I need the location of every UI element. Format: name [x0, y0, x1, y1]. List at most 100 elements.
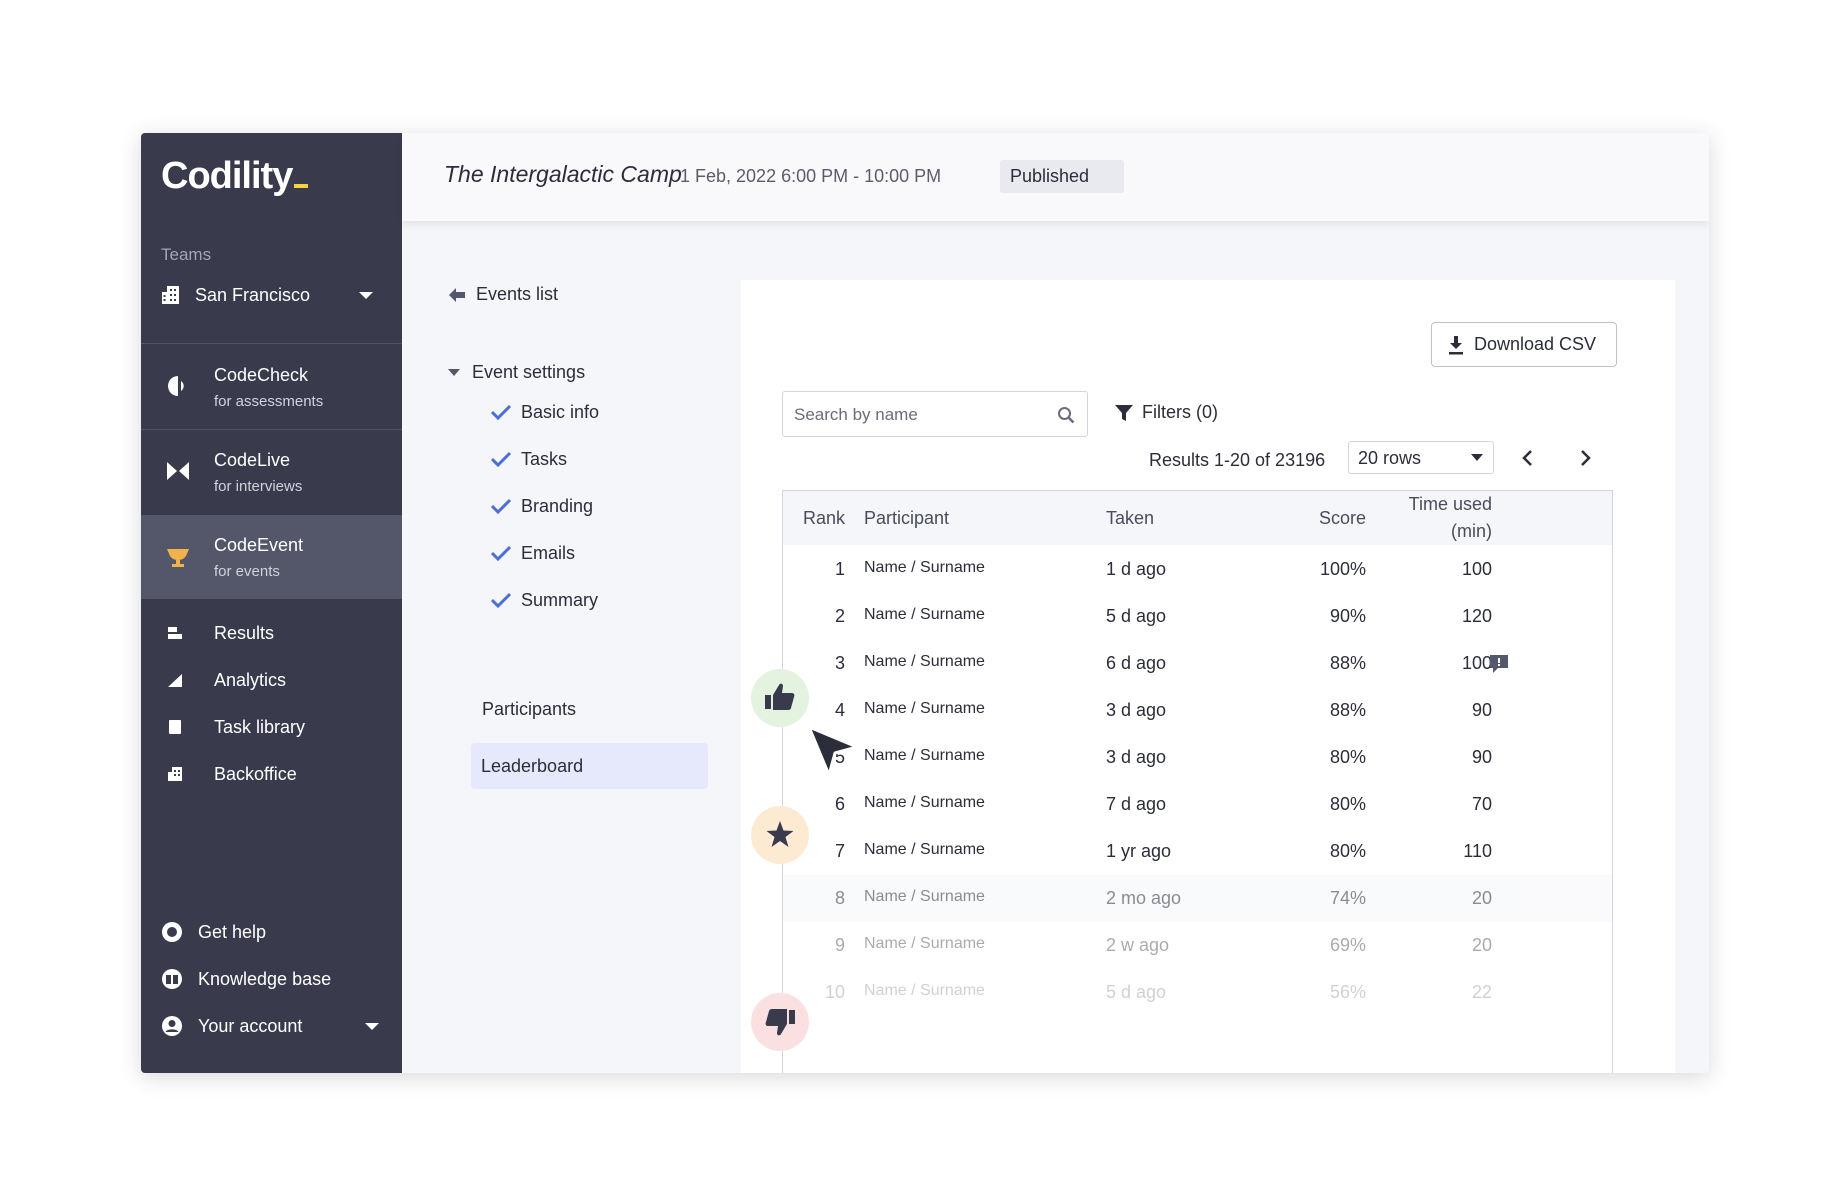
account-menu[interactable]: Your account: [161, 1008, 383, 1044]
get-help-link[interactable]: Get help: [161, 914, 383, 950]
table-row[interactable]: 10 Name / Surname 5 d ago 56% 22: [783, 969, 1612, 1016]
table-row[interactable]: 1 Name / Surname 1 d ago 100% 100: [783, 546, 1612, 593]
product-subtitle: for assessments: [214, 393, 324, 410]
like-badge[interactable]: [751, 669, 809, 727]
participant-cell[interactable]: Name / Surname: [864, 841, 985, 858]
settings-step-summary[interactable]: Summary: [491, 585, 598, 615]
leaderboard-link[interactable]: Leaderboard: [471, 743, 708, 789]
event-settings-label: Event settings: [472, 362, 586, 382]
codecheck-icon: [168, 376, 184, 396]
events-list-label: Events list: [476, 284, 559, 304]
table-row[interactable]: 8 Name / Surname 2 mo ago 74% 20: [783, 875, 1612, 922]
team-selector[interactable]: San Francisco: [161, 280, 381, 310]
col-score[interactable]: Score: [1318, 508, 1366, 528]
score-cell: 88%: [1329, 653, 1366, 673]
product-codeevent[interactable]: CodeEvent for events: [141, 515, 402, 599]
participant-cell[interactable]: Name / Surname: [864, 747, 985, 764]
events-list-link[interactable]: Events list: [448, 284, 558, 305]
time-cell: 100: [1461, 559, 1492, 579]
sidebar-item-analytics[interactable]: Analytics: [141, 660, 402, 700]
rows-select-value: 20 rows: [1358, 448, 1422, 468]
rank-cell: 8: [834, 888, 845, 908]
settings-step-branding[interactable]: Branding: [491, 491, 593, 521]
settings-step-label: Basic info: [521, 401, 600, 422]
sidebar-item-task-library[interactable]: Task library: [141, 707, 402, 747]
table-row[interactable]: 7 Name / Surname 1 yr ago 80% 110: [783, 828, 1612, 875]
time-cell: 110: [1463, 841, 1492, 861]
sidebar-item-label: Analytics: [214, 670, 287, 690]
chevron-down-icon: [365, 1023, 379, 1030]
taken-cell: 7 d ago: [1106, 794, 1167, 814]
product-title: CodeLive: [214, 450, 291, 470]
building-icon: [168, 767, 182, 781]
score-cell: 100%: [1319, 559, 1366, 579]
participants-link[interactable]: Participants: [482, 699, 577, 719]
star-icon: [766, 821, 794, 847]
col-participant[interactable]: Participant: [864, 508, 950, 528]
search-input[interactable]: Search by name: [782, 391, 1088, 437]
help-icon: [162, 922, 182, 942]
prev-page-button[interactable]: [1518, 448, 1538, 468]
participant-cell[interactable]: Name / Surname: [864, 982, 985, 999]
col-rank[interactable]: Rank: [803, 508, 846, 528]
score-cell: 80%: [1329, 841, 1366, 861]
product-subtitle: for interviews: [214, 478, 303, 495]
table-row[interactable]: 3 Name / Surname 6 d ago 88% 100: [783, 640, 1612, 687]
participant-cell[interactable]: Name / Surname: [864, 700, 985, 717]
col-time-used[interactable]: Time used: [1408, 494, 1492, 514]
table-row[interactable]: 5 Name / Surname 3 d ago 80% 90: [783, 734, 1612, 781]
sidebar-divider: [141, 343, 402, 344]
sidebar-item-results[interactable]: Results: [141, 613, 402, 653]
product-codecheck[interactable]: CodeCheck for assessments: [141, 345, 402, 429]
product-title: CodeCheck: [214, 365, 309, 385]
rank-cell: 6: [834, 794, 845, 814]
knowledge-base-link[interactable]: Knowledge base: [161, 961, 383, 997]
table-row[interactable]: 2 Name / Surname 5 d ago 90% 120: [783, 593, 1612, 640]
time-cell: 90: [1471, 700, 1492, 720]
participant-cell[interactable]: Name / Surname: [864, 653, 985, 670]
participant-cell[interactable]: Name / Surname: [864, 888, 985, 905]
taken-cell: 3 d ago: [1106, 700, 1167, 720]
time-cell: 100: [1461, 653, 1492, 673]
table-row[interactable]: 4 Name / Surname 3 d ago 88% 90: [783, 687, 1612, 734]
report-flag-icon[interactable]: [1489, 654, 1509, 674]
settings-step-emails[interactable]: Emails: [491, 538, 575, 568]
event-settings-toggle[interactable]: Event settings: [448, 362, 585, 383]
filters-button[interactable]: Filters (0): [1114, 402, 1218, 423]
event-header: The Intergalactic Camp 1 Feb, 2022 6:00 …: [402, 133, 1709, 221]
sidebar-item-backoffice[interactable]: Backoffice: [141, 754, 402, 794]
score-cell: 88%: [1329, 700, 1366, 720]
score-cell: 80%: [1329, 747, 1366, 767]
settings-step-basic-info[interactable]: Basic info: [491, 397, 599, 427]
participant-cell[interactable]: Name / Surname: [864, 559, 985, 576]
rank-cell: 7: [834, 841, 845, 861]
participant-cell[interactable]: Name / Surname: [864, 935, 985, 952]
next-page-button[interactable]: [1575, 448, 1595, 468]
check-icon: [491, 451, 511, 467]
book-icon: [162, 969, 182, 989]
table-header: Rank Participant Taken Score Time used (…: [783, 491, 1612, 545]
star-badge[interactable]: [751, 806, 809, 864]
account-label: Your account: [198, 1016, 303, 1036]
building-icon: [162, 286, 179, 304]
thumbs-up-icon: [765, 683, 795, 710]
table-row[interactable]: 9 Name / Surname 2 w ago 69% 20: [783, 922, 1612, 969]
participant-cell[interactable]: Name / Surname: [864, 794, 985, 811]
download-csv-button[interactable]: Download CSV: [1431, 322, 1617, 367]
time-cell: 90: [1471, 747, 1492, 767]
dislike-badge[interactable]: [751, 993, 809, 1051]
score-cell: 74%: [1329, 888, 1366, 908]
codility-logo[interactable]: Codility: [161, 155, 309, 198]
settings-step-tasks[interactable]: Tasks: [491, 444, 567, 474]
rows-per-page-select[interactable]: 20 rows: [1348, 441, 1494, 474]
trophy-icon: [167, 549, 189, 567]
product-codelive[interactable]: CodeLive for interviews: [141, 430, 402, 514]
mouse-pointer-icon: [807, 725, 859, 777]
table-row[interactable]: 6 Name / Surname 7 d ago 80% 70: [783, 781, 1612, 828]
col-taken[interactable]: Taken: [1106, 508, 1155, 528]
participant-cell[interactable]: Name / Surname: [864, 606, 985, 623]
time-cell: 120: [1461, 606, 1492, 626]
search-placeholder: Search by name: [794, 405, 918, 424]
time-cell: 20: [1471, 888, 1492, 908]
codelive-icon: [167, 462, 189, 480]
